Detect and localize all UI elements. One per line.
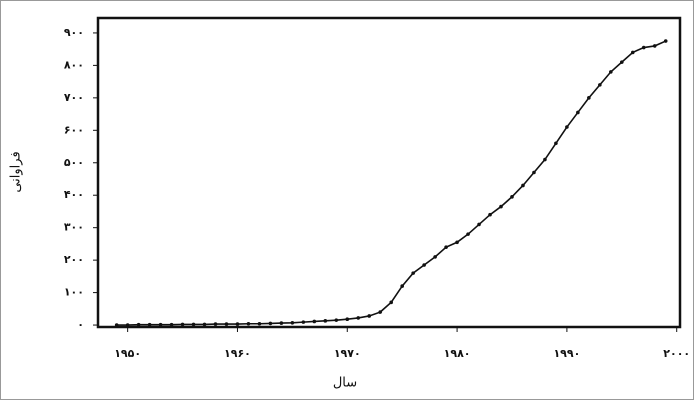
data-point	[290, 320, 295, 325]
data-point	[312, 319, 317, 324]
data-point	[466, 232, 470, 236]
data-point	[378, 310, 383, 314]
data-point	[499, 204, 503, 209]
data-point	[389, 300, 393, 305]
data-point	[565, 125, 569, 129]
data-point	[136, 322, 141, 327]
y-tick-label: ۸۰۰	[64, 58, 84, 71]
x-tick-label: ۲۰۰۰	[663, 347, 690, 360]
y-tick-label: ۷۰۰	[64, 91, 84, 104]
data-point	[345, 317, 350, 322]
data-point	[235, 322, 240, 326]
data-point	[532, 170, 536, 175]
data-point	[224, 322, 229, 326]
data-point	[257, 321, 262, 326]
y-tick-label: ۴۰۰	[64, 188, 84, 201]
data-point	[433, 255, 437, 259]
data-point	[268, 321, 273, 326]
data-point	[301, 320, 306, 324]
data-point	[114, 323, 119, 327]
data-point	[422, 263, 426, 267]
data-point	[587, 96, 591, 100]
data-point	[158, 322, 163, 327]
data-point	[510, 195, 514, 199]
data-point	[125, 323, 130, 327]
data-point	[191, 322, 196, 327]
data-point	[147, 322, 152, 327]
y-tick-label: ۶۰۰	[64, 123, 84, 136]
y-tick-label: ۳۰۰	[64, 221, 84, 234]
data-point	[334, 318, 339, 322]
data-point	[367, 314, 372, 318]
data-point	[169, 322, 174, 327]
data-point	[477, 222, 481, 227]
x-tick-label: ۱۹۶۰	[224, 347, 251, 360]
x-tick-label: ۱۹۹۰	[553, 347, 580, 360]
data-point	[180, 322, 185, 327]
plot-frame	[96, 16, 682, 329]
data-point	[641, 45, 646, 50]
data-point	[444, 245, 448, 249]
data-point	[598, 83, 602, 87]
x-tick-label: ۱۹۸۰	[444, 347, 471, 360]
data-point	[663, 39, 668, 43]
data-point	[576, 110, 580, 115]
data-point	[620, 60, 624, 64]
x-axis-label: سال	[333, 376, 357, 391]
data-point	[202, 322, 207, 327]
data-point	[543, 157, 547, 162]
data-point	[400, 284, 404, 288]
data-point	[609, 70, 613, 74]
data-point	[630, 50, 635, 55]
data-point	[455, 240, 459, 245]
y-tick-label: ۰	[77, 318, 84, 331]
data-point	[323, 319, 328, 323]
x-tick-label: ۱۹۷۰	[334, 347, 361, 360]
data-point	[213, 322, 218, 326]
y-axis-label: فراوانی	[9, 151, 24, 192]
y-tick-label: ۵۰۰	[64, 156, 84, 169]
data-point	[554, 141, 558, 146]
data-point	[411, 271, 415, 275]
data-point	[246, 321, 251, 326]
y-tick-label: ۹۰۰	[64, 26, 84, 39]
data-point	[356, 316, 361, 320]
y-tick-label: ۱۰۰	[64, 286, 84, 299]
data-point	[488, 212, 492, 217]
data-point	[652, 44, 657, 48]
y-tick-label: ۲۰۰	[64, 253, 84, 266]
data-point	[279, 321, 284, 325]
data-point	[521, 183, 525, 188]
x-tick-label: ۱۹۵۰	[114, 347, 141, 360]
